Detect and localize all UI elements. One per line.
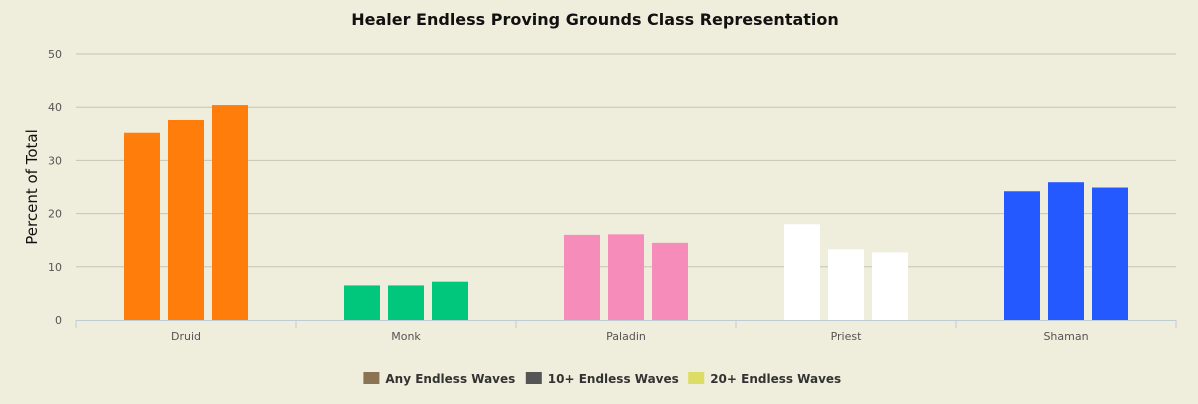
bar-priest-series-2[interactable] <box>828 249 864 320</box>
y-tick-label: 50 <box>48 48 62 61</box>
bar-monk-series-3[interactable] <box>432 281 468 320</box>
y-tick-label: 10 <box>48 261 62 274</box>
bar-monk-series-2[interactable] <box>388 285 424 320</box>
legend-label: Any Endless Waves <box>385 372 515 386</box>
bar-priest-series-3[interactable] <box>872 252 908 320</box>
bar-shaman-series-2[interactable] <box>1048 182 1084 320</box>
bar-shaman-series-1[interactable] <box>1004 191 1040 320</box>
bar-paladin-series-3[interactable] <box>652 242 688 320</box>
bar-shaman-series-3[interactable] <box>1092 187 1128 320</box>
legend-swatch <box>525 372 542 384</box>
x-tick-label: Monk <box>391 330 421 343</box>
x-tick-label: Shaman <box>1043 330 1088 343</box>
y-tick-label: 30 <box>48 154 62 167</box>
bar-druid-series-1[interactable] <box>124 132 160 320</box>
gridlines <box>76 53 1176 268</box>
y-tick-label: 20 <box>48 208 62 221</box>
legend-swatch <box>363 372 380 384</box>
x-axis: 0 10 20 30 40 50 Druid Monk Paladin Priest Shaman <box>48 48 1177 343</box>
bars <box>124 105 1128 321</box>
bar-druid-series-2[interactable] <box>168 119 204 320</box>
bar-paladin-series-2[interactable] <box>608 234 644 320</box>
legend-swatch <box>688 372 705 384</box>
legend-label: 20+ Endless Waves <box>710 372 841 386</box>
legend: Any Endless Waves 10+ Endless Waves 20+ En… <box>363 372 841 386</box>
legend-label: 10+ Endless Waves <box>548 372 679 386</box>
y-axis-label: Percent of Total <box>23 129 41 244</box>
y-tick-label: 0 <box>55 314 62 327</box>
bar-druid-series-3[interactable] <box>212 105 248 321</box>
x-tick-label: Paladin <box>606 330 646 343</box>
bar-monk-series-1[interactable] <box>344 285 380 320</box>
y-tick-label: 40 <box>48 101 62 114</box>
legend-item[interactable]: 10+ Endless Waves <box>525 372 679 386</box>
bar-priest-series-1[interactable] <box>784 224 820 320</box>
x-tick-label: Druid <box>171 330 201 343</box>
x-tick-label: Priest <box>831 330 863 343</box>
chart-title: Healer Endless Proving Grounds Class Rep… <box>351 10 839 29</box>
bar-paladin-series-1[interactable] <box>564 234 600 320</box>
legend-item[interactable]: Any Endless Waves <box>363 372 515 386</box>
legend-item[interactable]: 20+ Endless Waves <box>688 372 841 386</box>
